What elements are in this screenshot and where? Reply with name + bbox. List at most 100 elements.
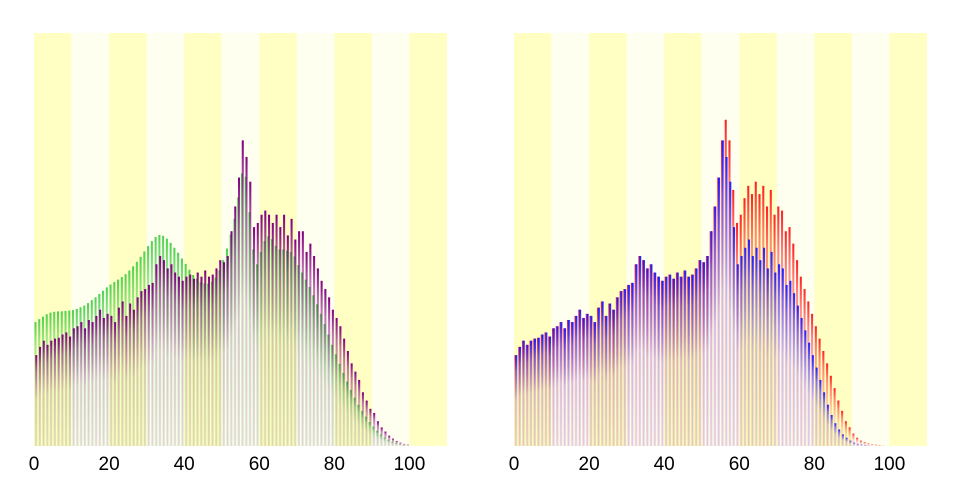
histogram-bar [361, 392, 364, 446]
histogram-bar [76, 326, 79, 446]
x-tick-label: 100 [394, 454, 426, 475]
histogram-bar [140, 291, 143, 446]
histogram-bar [61, 334, 64, 446]
histogram-bar [196, 272, 199, 446]
histogram-bar [320, 280, 323, 446]
histogram-bar [151, 282, 154, 446]
background-band [371, 33, 410, 446]
x-axis-ticks: 0 20 40 60 80 100 [29, 454, 426, 475]
histogram-bar [373, 412, 376, 446]
histogram-bar [699, 260, 702, 446]
histogram-bar [391, 438, 394, 446]
histogram-bar [654, 272, 657, 446]
histogram-bar [695, 268, 698, 446]
histogram-bar [556, 326, 559, 446]
histogram-bar [545, 332, 548, 446]
histogram-bar [800, 317, 803, 446]
histogram-bar [676, 272, 679, 446]
x-tick-label: 80 [324, 454, 345, 475]
histogram-bar [177, 276, 180, 446]
x-tick-label: 0 [29, 454, 40, 475]
histogram-bar [624, 289, 627, 446]
histogram-bar [106, 313, 109, 446]
histogram-bar [65, 332, 68, 446]
histogram-bar [406, 444, 410, 446]
histogram-bar [166, 268, 169, 446]
histogram-bar [631, 282, 634, 446]
histogram-bar [125, 315, 128, 446]
histogram-bar [207, 276, 211, 446]
histogram-bar [744, 247, 747, 446]
series-2 [35, 140, 410, 447]
histogram-bar [710, 231, 713, 446]
histogram-bar [215, 268, 218, 446]
histogram-bar [612, 309, 615, 446]
histogram-bar [575, 315, 578, 446]
x-tick-label: 40 [654, 454, 675, 475]
histogram-bar [733, 227, 736, 446]
histogram-bar [132, 309, 135, 446]
x-tick-label: 100 [874, 454, 906, 475]
histogram-bar [751, 256, 754, 446]
histogram-bar [616, 297, 619, 446]
histogram-bar [841, 434, 844, 446]
histogram-bar [848, 427, 851, 446]
histogram-bar [237, 177, 241, 447]
histogram-bar [549, 336, 552, 446]
histogram-bar [878, 445, 881, 446]
histogram-bar [804, 330, 807, 446]
histogram-bar [763, 247, 766, 446]
histogram-bar [260, 214, 263, 446]
histogram-bar [256, 222, 259, 446]
histogram-bar [526, 344, 529, 446]
histogram-bar [837, 400, 840, 446]
histogram-bar [838, 429, 841, 446]
histogram-bar [95, 315, 98, 446]
histogram-bar [403, 443, 406, 446]
histogram-bar [856, 437, 859, 446]
histogram-bar [594, 322, 597, 446]
histogram-bar [579, 309, 582, 446]
histogram-bar [249, 181, 252, 446]
histogram-bar [279, 227, 282, 446]
histogram-bar [702, 262, 706, 446]
histogram-bar [518, 346, 522, 446]
histogram-bar [80, 322, 83, 446]
histogram-bar [597, 307, 600, 446]
histogram-bar [725, 156, 728, 446]
histogram-bar [830, 415, 833, 446]
histogram-bar [717, 177, 721, 447]
histogram-bar [650, 264, 653, 446]
histogram-bar [811, 355, 814, 446]
histogram-bar [305, 251, 308, 446]
histogram-bar [706, 256, 709, 446]
histogram-bar [766, 268, 769, 446]
histogram-bar [537, 337, 540, 446]
histogram-bar [669, 274, 672, 446]
histogram-bar [680, 276, 683, 446]
histogram-bar [219, 260, 222, 446]
histogram-bar [522, 340, 525, 446]
histogram-bar [665, 276, 668, 446]
histogram-bar [343, 338, 346, 446]
histogram-bar [388, 435, 391, 446]
left-histogram-panel: 0 20 40 60 80 100 [29, 33, 447, 475]
histogram-bar [721, 140, 724, 446]
background-band [889, 33, 927, 446]
histogram-bar [286, 235, 289, 446]
histogram-bar [102, 317, 105, 446]
x-axis-ticks: 0 20 40 60 80 100 [509, 454, 906, 475]
histogram-bar [230, 231, 233, 446]
histogram-bar [620, 291, 623, 446]
histogram-bar [189, 274, 192, 446]
histogram-bar [35, 355, 38, 446]
histogram-bar [54, 338, 57, 446]
histogram-bar [69, 336, 72, 446]
histogram-bar [245, 156, 248, 446]
histogram-bar [91, 322, 94, 446]
histogram-bar [864, 445, 867, 446]
histogram-bar [324, 289, 327, 446]
x-tick-label: 40 [174, 454, 195, 475]
histogram-bar [144, 289, 147, 446]
